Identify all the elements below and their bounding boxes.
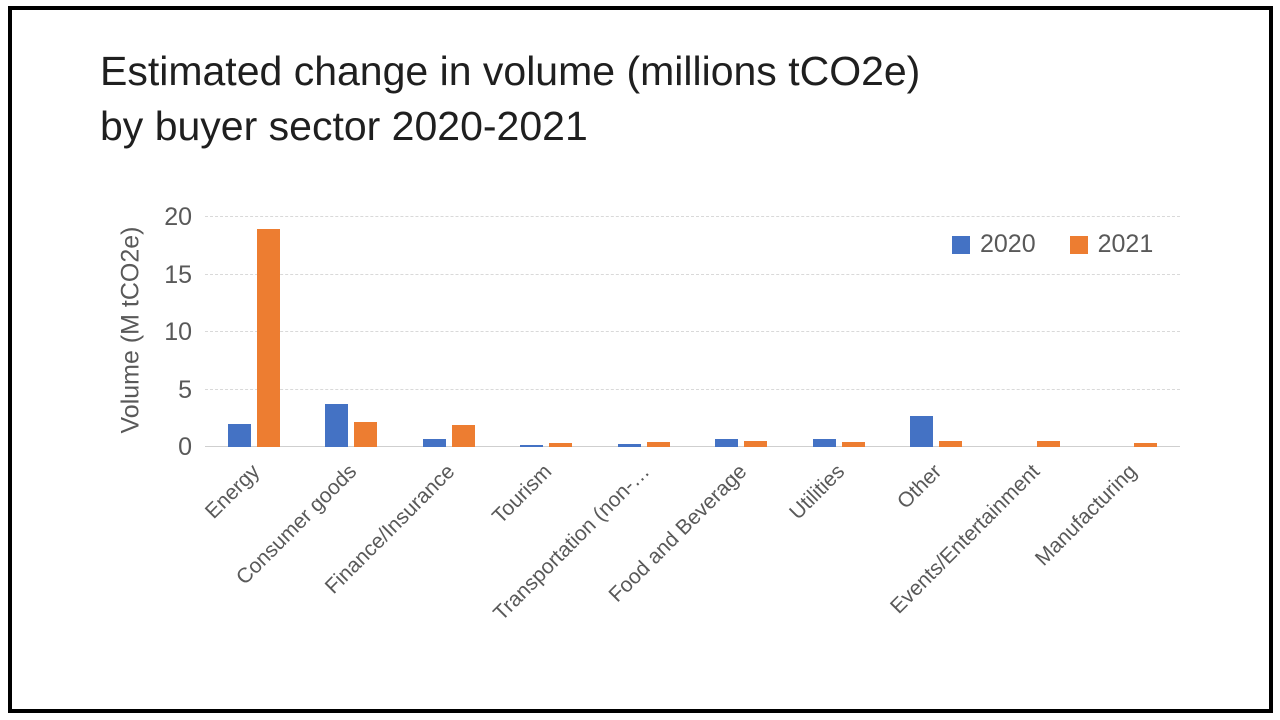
x-tick-label-events-entertainment: Events/Entertainment bbox=[885, 460, 1045, 619]
gridline-5 bbox=[205, 388, 1180, 390]
legend-label-2021: 2021 bbox=[1097, 230, 1154, 258]
bar-2020-transportation-non bbox=[617, 444, 641, 447]
gridline-15 bbox=[205, 273, 1180, 275]
y-tick-label: 20 bbox=[164, 203, 192, 231]
x-tick-label-food-and-beverage: Food and Beverage bbox=[604, 460, 752, 607]
bar-2021-manufacturing bbox=[1134, 442, 1158, 447]
slide-title-line-1: Estimated change in volume (millions tCO… bbox=[100, 48, 921, 94]
y-tick-label: 0 bbox=[178, 433, 192, 461]
gridline-10 bbox=[205, 331, 1180, 332]
bar-2020-energy bbox=[227, 424, 251, 447]
bar-2021-finance-insurance bbox=[451, 425, 475, 447]
slide-title: Estimated change in volume (millions tCO… bbox=[100, 44, 1160, 155]
bar-2020-food-and-beverage bbox=[715, 438, 739, 447]
x-tick-label-tourism: Tourism bbox=[488, 460, 557, 529]
bar-2021-utilities bbox=[841, 442, 865, 447]
slide-title-line-2: by buyer sector 2020-2021 bbox=[100, 103, 588, 150]
bar-2021-transportation-non bbox=[646, 441, 670, 447]
bar-2020-other bbox=[910, 415, 934, 447]
y-tick-label: 10 bbox=[164, 318, 192, 346]
bar-2021-food-and-beverage bbox=[744, 440, 768, 447]
bar-2021-consumer-goods bbox=[354, 421, 378, 447]
x-tick-label-other: Other bbox=[893, 460, 947, 514]
chart-legend: 2020 2021 bbox=[952, 230, 1153, 259]
bar-2020-utilities bbox=[812, 438, 836, 447]
x-tick-label-energy: Energy bbox=[200, 460, 265, 524]
y-axis-title: Volume (M tCO2e) bbox=[116, 226, 145, 434]
x-tick-label-finance-insurance: Finance/Insurance bbox=[320, 460, 460, 599]
bar-2020-consumer-goods bbox=[325, 404, 349, 447]
y-tick-label: 5 bbox=[178, 375, 192, 404]
legend-item-2020: 2020 bbox=[952, 230, 1036, 259]
legend-swatch-2021-icon bbox=[1069, 235, 1088, 254]
gridline-0 bbox=[205, 446, 1180, 447]
legend-label-2020: 2020 bbox=[980, 230, 1036, 258]
bar-2021-energy bbox=[256, 228, 280, 447]
bar-2021-tourism bbox=[549, 442, 573, 447]
x-tick-label-consumer-goods: Consumer goods bbox=[232, 460, 362, 590]
legend-item-2021: 2021 bbox=[1069, 230, 1154, 259]
bar-2021-events-entertainment bbox=[1036, 440, 1060, 447]
bar-2020-tourism bbox=[520, 444, 544, 447]
x-tick-label-utilities: Utilities bbox=[784, 460, 850, 525]
y-tick-label: 15 bbox=[164, 260, 192, 289]
x-tick-label-transportation-non: Transportation (non-… bbox=[488, 460, 655, 626]
legend-swatch-2020-icon bbox=[952, 235, 970, 254]
bar-2020-finance-insurance bbox=[422, 438, 446, 447]
x-tick-label-manufacturing: Manufacturing bbox=[1031, 460, 1142, 571]
bar-2021-other bbox=[939, 440, 963, 447]
gridline-20 bbox=[205, 216, 1180, 217]
